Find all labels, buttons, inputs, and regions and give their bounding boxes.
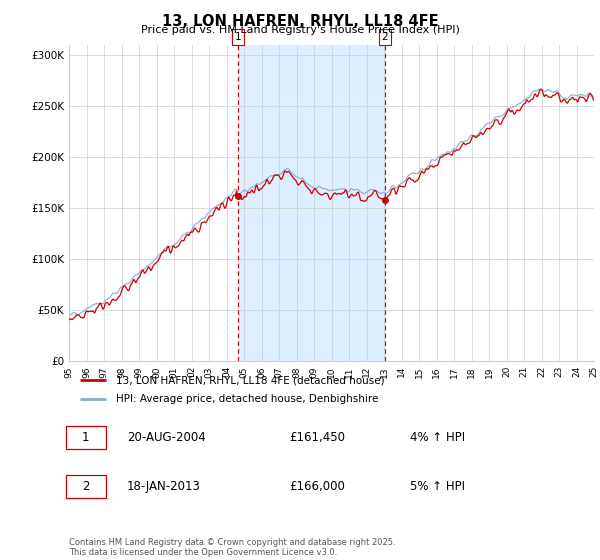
Text: 2: 2 <box>382 32 388 42</box>
Text: 20-AUG-2004: 20-AUG-2004 <box>127 431 205 444</box>
Text: 4% ↑ HPI: 4% ↑ HPI <box>410 431 466 444</box>
Text: £161,450: £161,450 <box>290 431 346 444</box>
Text: Price paid vs. HM Land Registry's House Price Index (HPI): Price paid vs. HM Land Registry's House … <box>140 25 460 35</box>
Text: 1: 1 <box>82 431 89 444</box>
Text: 2: 2 <box>82 480 89 493</box>
Text: 13, LON HAFREN, RHYL, LL18 4FE (detached house): 13, LON HAFREN, RHYL, LL18 4FE (detached… <box>116 375 385 385</box>
Text: £166,000: £166,000 <box>290 480 346 493</box>
Text: 18-JAN-2013: 18-JAN-2013 <box>127 480 200 493</box>
FancyBboxPatch shape <box>67 475 106 498</box>
FancyBboxPatch shape <box>67 427 106 449</box>
Text: Contains HM Land Registry data © Crown copyright and database right 2025.
This d: Contains HM Land Registry data © Crown c… <box>69 538 395 557</box>
Text: 1: 1 <box>235 32 241 42</box>
Text: 13, LON HAFREN, RHYL, LL18 4FE: 13, LON HAFREN, RHYL, LL18 4FE <box>161 14 439 29</box>
Bar <box>238 45 385 361</box>
Text: 5% ↑ HPI: 5% ↑ HPI <box>410 480 465 493</box>
Text: HPI: Average price, detached house, Denbighshire: HPI: Average price, detached house, Denb… <box>116 394 379 404</box>
